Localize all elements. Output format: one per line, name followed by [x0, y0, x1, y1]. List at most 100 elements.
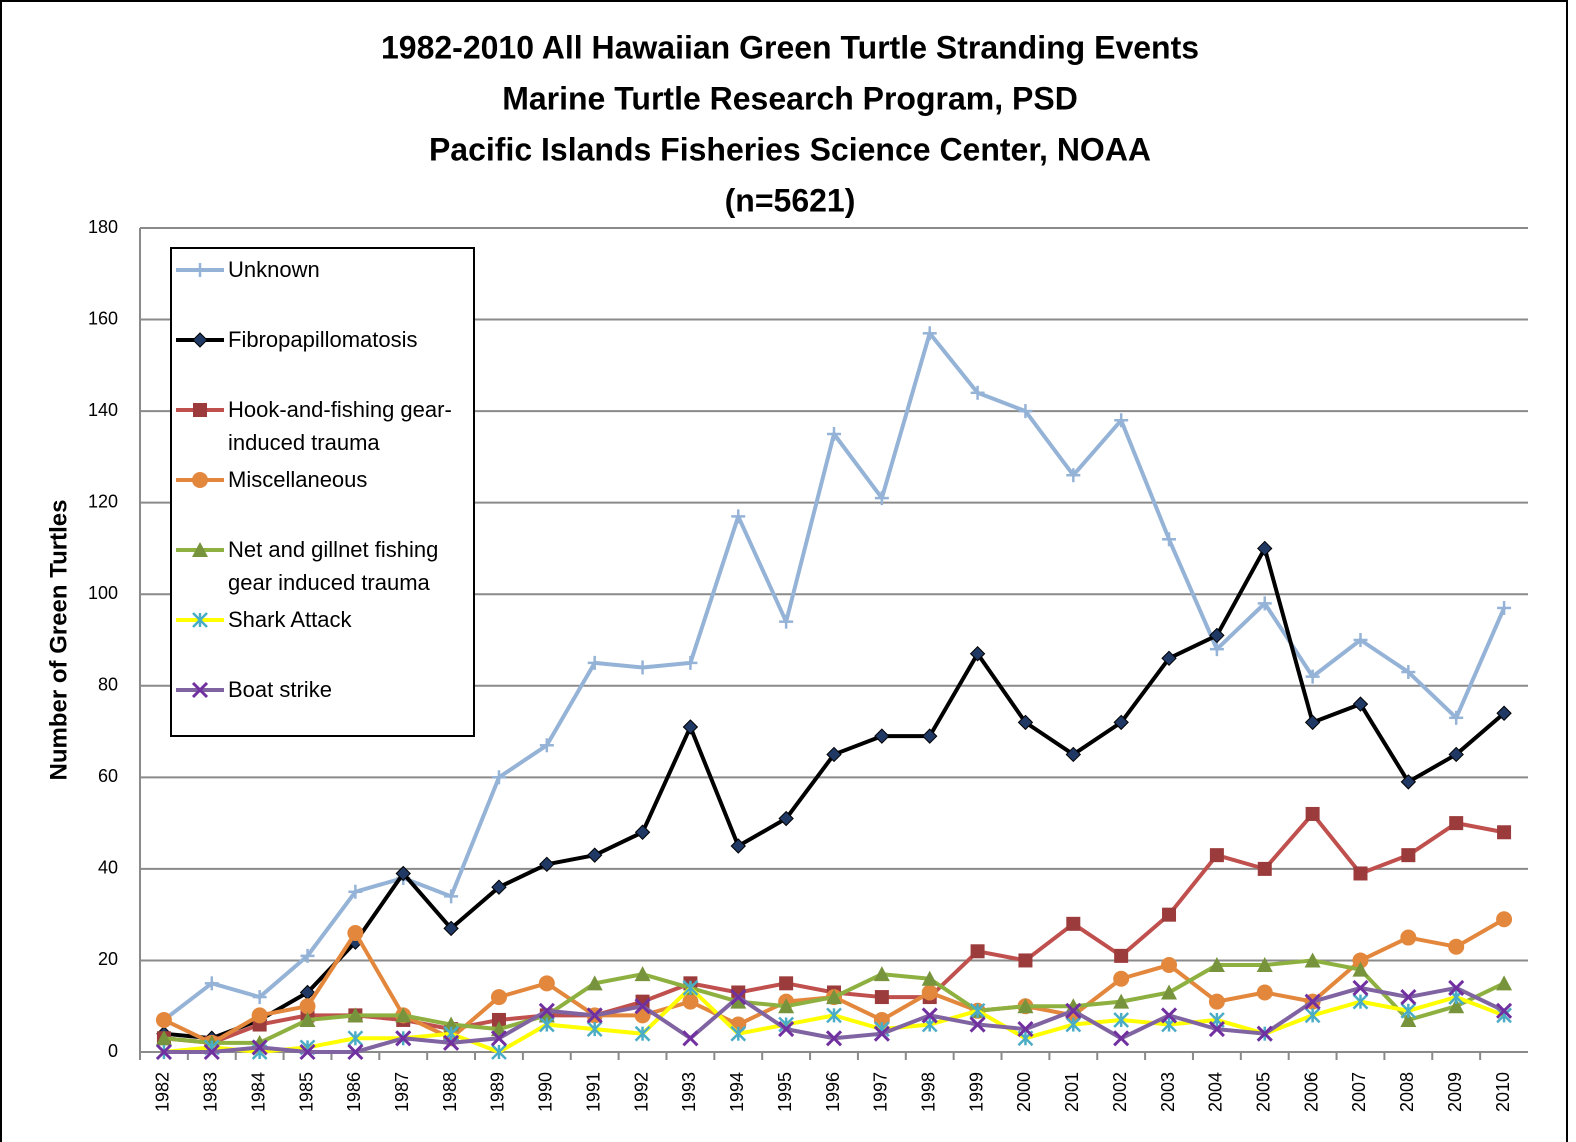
- legend-item: Boat strike: [172, 673, 473, 743]
- marker: [1209, 627, 1225, 644]
- marker: [1304, 1007, 1321, 1024]
- marker-stroke: [921, 1007, 938, 1024]
- marker: [1448, 998, 1465, 1014]
- marker-shape: [1065, 998, 1082, 1014]
- marker-shape: [192, 472, 208, 488]
- marker: [1065, 998, 1082, 1014]
- marker: [299, 998, 316, 1015]
- marker: [192, 472, 208, 488]
- marker: [193, 403, 207, 417]
- marker: [299, 1011, 316, 1027]
- marker-shape: [443, 1016, 460, 1032]
- marker: [1496, 705, 1512, 721]
- marker: [395, 1030, 412, 1047]
- x-tick-label: 2006: [1301, 1072, 1321, 1112]
- y-tick-label: 140: [88, 400, 118, 420]
- marker: [1114, 948, 1129, 963]
- marker: [1400, 774, 1417, 790]
- legend-swatch: [176, 332, 224, 348]
- chart-title: Pacific Islands Fisheries Science Center…: [429, 131, 1151, 167]
- marker: [635, 660, 650, 675]
- marker: [204, 976, 219, 991]
- marker: [539, 856, 555, 873]
- marker-stroke: [155, 1043, 172, 1061]
- marker: [1018, 404, 1033, 419]
- marker: [1017, 1021, 1034, 1038]
- marker-shape: [299, 1011, 316, 1027]
- marker-shape: [1256, 984, 1273, 1001]
- marker: [1448, 746, 1464, 763]
- legend-label: Net and gillnet fishing gear induced tra…: [228, 537, 439, 595]
- marker: [1496, 1002, 1513, 1019]
- marker-shape: [874, 990, 889, 1005]
- chart-title: (n=5621): [725, 182, 856, 218]
- marker-shape: [1209, 627, 1225, 644]
- marker: [491, 1012, 506, 1027]
- marker-stroke: [778, 1021, 795, 1038]
- marker: [826, 989, 842, 1005]
- marker: [1160, 1007, 1178, 1024]
- marker: [155, 1011, 172, 1028]
- marker: [443, 1034, 460, 1051]
- marker: [634, 824, 651, 840]
- marker: [1113, 1012, 1130, 1028]
- marker-shape: [192, 542, 208, 557]
- marker: [192, 612, 208, 628]
- marker: [1448, 938, 1465, 955]
- marker-shape: [634, 966, 651, 982]
- marker-shape: [192, 332, 208, 348]
- marker: [682, 980, 699, 996]
- marker: [1208, 957, 1225, 973]
- y-tick-label: 80: [98, 675, 118, 695]
- marker: [347, 1043, 364, 1061]
- marker: [348, 884, 363, 899]
- marker: [730, 993, 747, 1009]
- marker-stroke: [1496, 1002, 1513, 1019]
- marker-shape: [873, 966, 890, 982]
- marker-stroke: [969, 1016, 986, 1033]
- marker-shape: [539, 856, 555, 873]
- marker-shape: [586, 975, 603, 991]
- x-tick-label: 1983: [201, 1072, 221, 1112]
- marker: [1449, 710, 1464, 725]
- legend-label: Boat strike: [228, 677, 332, 702]
- marker-shape: [1209, 848, 1224, 863]
- marker: [1353, 633, 1368, 647]
- marker: [1256, 1025, 1273, 1042]
- marker: [1400, 989, 1417, 1006]
- legend-label: Hook-and-fishing gear-induced trauma: [228, 397, 452, 455]
- marker-stroke: [1017, 1021, 1034, 1038]
- marker-shape: [1352, 952, 1369, 969]
- marker: [1448, 979, 1465, 996]
- marker-stroke: [586, 1007, 603, 1024]
- x-tick-label: 1991: [583, 1072, 603, 1112]
- x-tick-label: 1997: [871, 1072, 891, 1112]
- marker: [1256, 984, 1273, 1001]
- marker: [682, 1030, 699, 1047]
- series-line: [163, 917, 1506, 1045]
- marker: [443, 920, 459, 937]
- y-tick-label: 100: [88, 583, 118, 603]
- marker: [1305, 806, 1320, 821]
- x-tick-label: 1995: [775, 1072, 795, 1112]
- marker: [491, 770, 506, 785]
- marker-shape: [395, 1007, 412, 1023]
- marker: [347, 1030, 364, 1047]
- marker: [300, 948, 315, 963]
- marker-shape: [634, 824, 651, 840]
- marker: [1401, 665, 1416, 680]
- marker-shape: [155, 1011, 172, 1028]
- y-tick-label: 160: [88, 308, 118, 328]
- marker-stroke: [1352, 979, 1369, 996]
- x-tick-label: 1986: [344, 1072, 364, 1112]
- marker-stroke: [634, 998, 651, 1015]
- marker: [779, 976, 794, 991]
- x-tick-label: 1993: [679, 1072, 699, 1112]
- marker-stroke: [1208, 1021, 1225, 1038]
- marker: [347, 924, 364, 941]
- y-tick-label: 60: [98, 766, 118, 786]
- marker-shape: [443, 920, 459, 937]
- marker: [1304, 952, 1321, 968]
- marker: [251, 1007, 268, 1024]
